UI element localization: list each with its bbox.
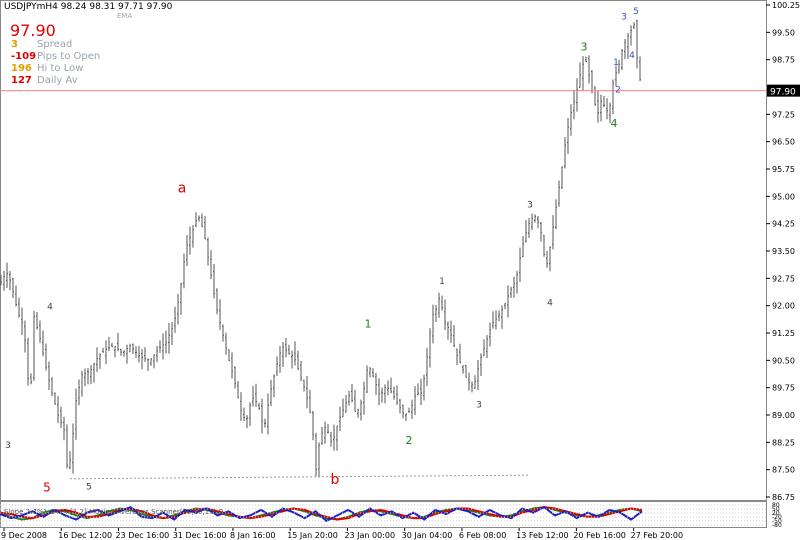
y-tick-label: 92.00	[772, 302, 795, 311]
candles	[0, 19, 641, 477]
y-tick-label: 93.50	[772, 247, 795, 256]
y-tick-label: 94.25	[772, 220, 795, 229]
x-tick-label: 31 Dec 16:00	[173, 531, 227, 540]
oscillator-label: Slope 2.7%1.2424 [1,2] Moving Averages S…	[4, 508, 230, 516]
y-tick-label: 98.75	[772, 56, 795, 65]
current-price-readout: 97.90	[10, 21, 56, 40]
symbol-line: USDJPYmH4 98.24 98.31 97.71 97.90	[4, 2, 173, 12]
y-tick-label: 96.50	[772, 138, 795, 147]
wave-label: 2	[406, 434, 413, 447]
wave-label: 2	[615, 85, 621, 95]
wave-label: 4	[547, 299, 553, 309]
wave-label: 3	[621, 13, 627, 23]
x-tick-label: 27 Feb 20:00	[631, 531, 683, 540]
time-axis: 9 Dec 2008 16 Dec 12:00 23 Dec 16:00 31 Dec…	[1, 528, 683, 540]
osc-tick-label: 20	[772, 510, 780, 517]
wave-label: 1	[365, 318, 372, 331]
y-tick-label: 91.25	[772, 329, 795, 338]
wave-label: 5	[86, 483, 92, 493]
y-tick-label: 89.75	[772, 384, 795, 393]
stat-daily-av: 127 Daily Av	[11, 75, 78, 86]
y-tick-label: 90.50	[772, 356, 795, 365]
osc-tick-label: 50	[772, 506, 780, 513]
osc-tick-label: 80	[772, 502, 780, 509]
osc-tick-label: -80	[772, 522, 782, 529]
wave-label: 4	[611, 117, 618, 130]
wave-label: 3	[581, 41, 588, 54]
wave-label: 4	[47, 302, 53, 312]
x-tick-label: 30 Jan 04:00	[402, 531, 453, 540]
y-tick-label: 92.75	[772, 274, 795, 283]
osc-tick-label: -50	[772, 518, 782, 525]
stat-value: 3	[11, 39, 18, 50]
x-tick-label: 9 Dec 2008	[1, 531, 47, 540]
price-axis: 100.25 99.50 98.75 97.25 96.50 95.75 95.00 94.2…	[766, 1, 800, 502]
x-tick-label: 20 Feb 16:00	[573, 531, 625, 540]
x-tick-label: 16 Dec 12:00	[58, 531, 112, 540]
oscillator-series	[0, 505, 643, 523]
wave-label: a	[178, 181, 187, 197]
y-tick-label: 95.00	[772, 192, 795, 201]
y-tick-label: 86.75	[772, 493, 795, 502]
stat-label: Daily Av	[37, 75, 78, 86]
y-tick-label: 88.25	[772, 438, 795, 447]
x-tick-label: 6 Feb 08:00	[459, 531, 506, 540]
wave-label: 3	[527, 200, 533, 210]
stat-label: Hi to Low	[37, 63, 84, 74]
y-tick-label: 99.50	[772, 28, 795, 37]
stat-value: -109	[11, 51, 37, 62]
dotted-support-line	[69, 474, 531, 480]
y-tick-label: 100.25	[772, 1, 800, 10]
wave-label: b	[331, 472, 340, 488]
wave-label: 4	[629, 51, 635, 61]
y-tick-label: 97.25	[772, 110, 795, 119]
stat-pips-to-open: -109Pips to Open	[11, 51, 100, 62]
osc-tick-label: -20	[772, 514, 782, 521]
stat-spread: 3 Spread	[11, 39, 72, 50]
y-tick-label: 87.50	[772, 466, 795, 475]
stat-label: Pips to Open	[37, 51, 101, 62]
x-tick-label: 8 Jan 16:00	[230, 531, 276, 540]
wave-label: 5	[43, 481, 51, 495]
stat-hi-to-low: 196 Hi to Low	[11, 63, 83, 74]
wave-label: 3	[5, 441, 11, 451]
y-tick-label: 95.75	[772, 165, 795, 174]
price-tag-label: 97.90	[770, 88, 796, 98]
stat-label: Spread	[37, 39, 73, 50]
main-plot-frame	[0, 0, 767, 501]
price-tag-bg	[767, 84, 800, 97]
stat-value: 196	[11, 63, 32, 74]
stat-value: 127	[11, 75, 32, 86]
x-tick-label: 15 Jan 20:00	[287, 531, 338, 540]
ema-tag: EMA	[117, 12, 133, 20]
current-price-line: 97.90	[0, 84, 800, 98]
x-tick-label: 13 Feb 12:00	[516, 531, 568, 540]
x-tick-label: 23 Dec 16:00	[115, 531, 169, 540]
wave-label: 5	[633, 7, 639, 17]
y-tick-label: 89.00	[772, 411, 795, 420]
wave-label: 1	[613, 58, 619, 68]
wave-label: 1	[439, 277, 445, 287]
support-line	[69, 474, 531, 480]
wave-label: 3	[476, 401, 482, 411]
x-tick-label: 23 Jan 00:00	[344, 531, 395, 540]
